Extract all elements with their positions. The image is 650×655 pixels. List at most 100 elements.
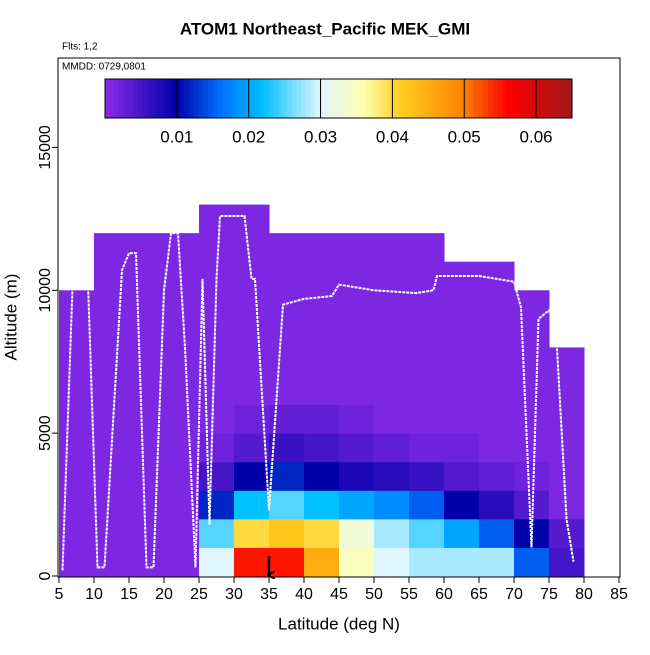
colorbar-swatch bbox=[399, 79, 405, 118]
colorbar-swatch bbox=[445, 79, 452, 118]
heat-cell bbox=[514, 461, 550, 491]
colorbar-swatch bbox=[259, 79, 265, 118]
heat-cell bbox=[94, 290, 130, 320]
heat-cell bbox=[514, 376, 550, 406]
colorbar-swatch bbox=[105, 79, 111, 118]
colorbar-swatch bbox=[193, 79, 199, 118]
heat-cell bbox=[164, 404, 200, 434]
colorbar-swatch bbox=[245, 79, 251, 118]
colorbar-swatch bbox=[478, 79, 484, 118]
colorbar-swatch bbox=[366, 79, 372, 118]
colorbar-swatch bbox=[380, 79, 386, 118]
heat-cell bbox=[514, 404, 550, 434]
x-tick-label: 45 bbox=[330, 586, 348, 603]
x-tick-label: 25 bbox=[190, 586, 208, 603]
heat-cell bbox=[409, 461, 445, 491]
heat-cell bbox=[199, 518, 235, 548]
heat-cell bbox=[234, 376, 270, 406]
heat-cell bbox=[164, 376, 200, 406]
colorbar-swatch bbox=[497, 79, 503, 118]
heat-cell bbox=[479, 490, 515, 520]
colorbar-tick-label: 0.02 bbox=[232, 127, 265, 146]
colorbar-swatch bbox=[515, 79, 522, 118]
heat-cell bbox=[304, 261, 340, 291]
x-tick-label: 60 bbox=[435, 586, 453, 603]
heat-cell bbox=[374, 290, 410, 320]
heat-cell bbox=[444, 347, 480, 377]
heat-cell bbox=[409, 547, 445, 577]
heat-cell bbox=[199, 433, 235, 463]
colorbar-swatch bbox=[455, 79, 461, 118]
colorbar-swatch bbox=[128, 79, 134, 118]
heat-cell bbox=[304, 318, 340, 348]
heat-cell bbox=[339, 318, 375, 348]
heat-cell bbox=[374, 433, 410, 463]
heat-cell bbox=[129, 233, 165, 263]
heat-cell bbox=[199, 376, 235, 406]
colorbar-swatch bbox=[165, 79, 171, 118]
heat-cell bbox=[234, 290, 270, 320]
heat-cell bbox=[234, 318, 270, 348]
heat-cell bbox=[444, 461, 480, 491]
heat-cell bbox=[304, 290, 340, 320]
colorbar-swatch bbox=[427, 79, 433, 118]
heat-cell bbox=[339, 518, 375, 548]
heat-cell bbox=[409, 404, 445, 434]
heat-cell bbox=[409, 490, 445, 520]
annotation: Flts: 1,2 bbox=[62, 42, 98, 53]
heat-cell bbox=[479, 547, 515, 577]
chart-title: ATOM1 Northeast_Pacific MEK_GMI bbox=[180, 19, 470, 38]
colorbar-swatch bbox=[501, 79, 508, 118]
x-axis-label: Latitude (deg N) bbox=[278, 614, 400, 633]
colorbar-swatch bbox=[352, 79, 358, 118]
heat-cell bbox=[269, 518, 305, 548]
heat-cell bbox=[94, 347, 130, 377]
heat-cell bbox=[304, 233, 340, 263]
colorbar-swatch bbox=[450, 79, 456, 118]
colorbar-swatch bbox=[217, 79, 223, 118]
heat-cell bbox=[409, 376, 445, 406]
colorbar-swatch bbox=[385, 79, 391, 118]
colorbar-swatch bbox=[235, 79, 241, 118]
heat-cell bbox=[514, 347, 550, 377]
colorbar-tick-label: 0.04 bbox=[376, 127, 409, 146]
heat-cell bbox=[164, 261, 200, 291]
heat-cell bbox=[479, 461, 515, 491]
heat-cell bbox=[164, 318, 200, 348]
colorbar-swatch bbox=[268, 79, 274, 118]
heat-cell bbox=[479, 347, 515, 377]
colorbar-swatch bbox=[175, 79, 181, 118]
heat-cell bbox=[339, 461, 375, 491]
heat-cell bbox=[164, 547, 200, 577]
x-tick-label: 35 bbox=[260, 586, 278, 603]
colorbar-swatch bbox=[403, 79, 410, 118]
heat-cell bbox=[549, 433, 585, 463]
colorbar-swatch bbox=[422, 79, 428, 118]
heat-cell bbox=[59, 376, 95, 406]
heat-cell bbox=[444, 433, 480, 463]
colorbar-swatch bbox=[329, 79, 335, 118]
colorbar-tick-label: 0.01 bbox=[160, 127, 193, 146]
heat-cell bbox=[304, 518, 340, 548]
colorbar-swatch bbox=[184, 79, 190, 118]
heat-cell bbox=[94, 318, 130, 348]
colorbar-swatch bbox=[529, 79, 536, 118]
heat-cell bbox=[199, 461, 235, 491]
heat-cell bbox=[269, 461, 305, 491]
heat-cell bbox=[514, 318, 550, 348]
colorbar-swatch bbox=[161, 79, 167, 118]
heat-cell bbox=[339, 376, 375, 406]
heat-cell bbox=[374, 518, 410, 548]
colorbar-swatch bbox=[473, 79, 480, 118]
x-tick-label: 40 bbox=[295, 586, 313, 603]
colorbar-swatch bbox=[333, 79, 339, 118]
heat-cell bbox=[94, 461, 130, 491]
colorbar-swatch bbox=[436, 79, 442, 118]
heat-cell bbox=[269, 547, 305, 577]
heat-cell bbox=[59, 547, 95, 577]
heat-cell bbox=[304, 347, 340, 377]
colorbar-swatch bbox=[231, 79, 237, 118]
heat-cell bbox=[374, 461, 410, 491]
heat-cell bbox=[94, 490, 130, 520]
